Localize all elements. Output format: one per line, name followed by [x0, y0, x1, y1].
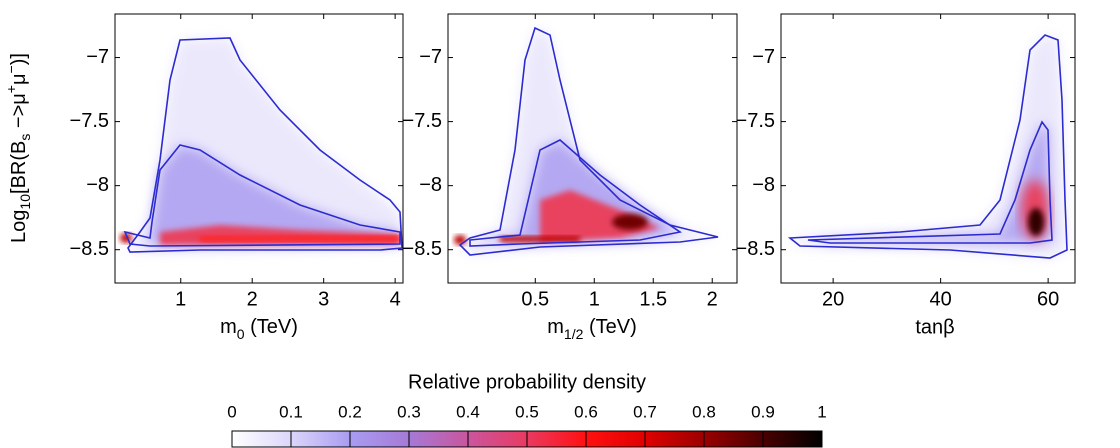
x-axis-label: m0 (TeV)	[220, 316, 298, 341]
label-part: (TeV)	[245, 316, 298, 338]
colorbar-tick-label: 0.4	[456, 402, 480, 421]
label-part: )]	[8, 53, 30, 65]
label-part: −	[3, 65, 19, 73]
density-map	[790, 35, 1067, 258]
colorbar-title: Relative probability density	[408, 371, 646, 393]
y-tick-label: −8.5	[403, 238, 442, 260]
x-tick-label: 0.5	[521, 288, 549, 310]
label-part: s	[17, 134, 33, 141]
x-tick-label: 1.5	[639, 288, 667, 310]
colorbar-tick-label: 1	[817, 402, 826, 421]
y-tick-label: −7.5	[403, 110, 442, 132]
x-tick-label: 1	[175, 288, 186, 310]
x-tick-label: 60	[1037, 288, 1059, 310]
plot-frame	[447, 13, 738, 284]
y-tick-label: −8	[752, 174, 775, 196]
label-part: 0	[237, 326, 245, 342]
label-part: 10	[17, 194, 33, 210]
density-map	[454, 28, 718, 255]
y-tick-label: −7	[752, 46, 775, 68]
y-axis-label: Log10[BR(Bs −>μ+μ−)]	[3, 53, 33, 243]
colorbar-tick-label: 0.2	[338, 402, 362, 421]
x-tick-label: 2	[707, 288, 718, 310]
label-part: Log	[8, 210, 30, 243]
colorbar-tick-label: 0.8	[692, 402, 716, 421]
x-tick-label: 2	[247, 288, 258, 310]
label-part: [BR(B	[8, 141, 30, 194]
x-tick-label: 1	[589, 288, 600, 310]
x-axis-label: m1/2 (TeV)	[547, 316, 636, 341]
label-part: (TeV)	[583, 316, 636, 338]
colorbar-tick-label: 0.9	[751, 402, 775, 421]
colorbar-tick-label: 0	[227, 402, 236, 421]
x-tick-label: 40	[930, 288, 952, 310]
y-tick-label: −7	[419, 46, 442, 68]
y-tick-label: −7	[86, 46, 109, 68]
x-tick-label: 4	[390, 288, 401, 310]
contours	[123, 26, 1068, 259]
plot-frame	[114, 13, 404, 284]
colorbar-tick-label: 0.6	[574, 402, 598, 421]
x-axis-label: tanβ	[915, 316, 954, 338]
label-part: m	[220, 316, 237, 338]
y-tick-label: −8.5	[736, 238, 775, 260]
x-tick-label: 3	[318, 288, 329, 310]
y-tick-label: −8	[86, 174, 109, 196]
y-tick-label: −8	[419, 174, 442, 196]
y-tick-label: −8.5	[70, 238, 109, 260]
plot-frame	[780, 13, 1076, 284]
label-part: μ	[8, 73, 30, 85]
colorbar-tick-label: 0.5	[515, 402, 539, 421]
label-part: −>μ	[8, 93, 30, 133]
y-tick-label: −7.5	[70, 110, 109, 132]
colorbar-tick-label: 0.1	[279, 402, 303, 421]
label-part: m	[547, 316, 564, 338]
density-map	[120, 38, 402, 252]
colorbar-tick-label: 0.3	[397, 402, 421, 421]
x-tick-label: 20	[822, 288, 844, 310]
label-part: 1/2	[564, 326, 584, 342]
y-tick-label: −7.5	[736, 110, 775, 132]
colorbar-tick-label: 0.7	[633, 402, 657, 421]
label-part: +	[3, 85, 19, 93]
